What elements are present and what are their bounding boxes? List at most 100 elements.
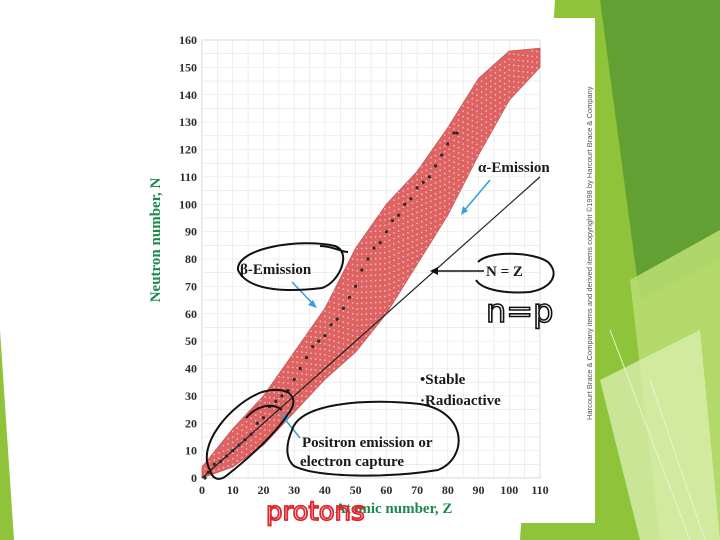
radioactive-nuclide (430, 227, 432, 230)
radioactive-nuclide (448, 197, 451, 200)
radioactive-nuclide (245, 431, 248, 434)
radioactive-nuclide (347, 278, 349, 281)
radioactive-nuclide (319, 348, 321, 350)
radioactive-nuclide (365, 236, 368, 239)
radioactive-nuclide (494, 115, 497, 118)
radioactive-nuclide (361, 247, 363, 250)
radioactive-nuclide (342, 310, 345, 312)
radioactive-nuclide (517, 70, 520, 72)
radioactive-nuclide (365, 253, 368, 255)
radioactive-nuclide (273, 408, 275, 410)
radioactive-nuclide (499, 96, 501, 99)
radioactive-nuclide (287, 382, 289, 384)
radioactive-nuclide (513, 59, 515, 61)
radioactive-nuclide (439, 147, 441, 149)
radioactive-nuclide (416, 178, 418, 181)
radioactive-nuclide (351, 329, 354, 331)
radioactive-nuclide (485, 99, 487, 101)
radioactive-nuclide (471, 141, 474, 144)
stable-point (206, 470, 210, 475)
radioactive-nuclide (448, 186, 451, 189)
radioactive-nuclide (351, 345, 354, 348)
radioactive-nuclide (393, 226, 395, 229)
radioactive-nuclide (457, 185, 460, 187)
radioactive-nuclide (402, 212, 404, 214)
stable-point (261, 416, 266, 420)
n-equals-z-circle-ink (475, 252, 555, 294)
radioactive-nuclide (430, 238, 432, 241)
radioactive-nuclide (208, 466, 211, 468)
radioactive-nuclide (448, 126, 451, 129)
radioactive-nuclide (305, 351, 308, 354)
radioactive-nuclide (361, 242, 363, 244)
radioactive-nuclide (218, 457, 220, 459)
radioactive-nuclide (236, 449, 239, 451)
radioactive-nuclide (508, 85, 510, 88)
radioactive-nuclide (480, 140, 483, 142)
radioactive-nuclide (333, 345, 335, 348)
radioactive-nuclide (204, 467, 206, 470)
radioactive-nuclide (310, 363, 312, 365)
radioactive-nuclide (425, 240, 428, 243)
radioactive-nuclide (467, 150, 469, 153)
radioactive-nuclide (361, 308, 363, 310)
radioactive-nuclide (370, 241, 372, 244)
radioactive-nuclide (388, 234, 391, 236)
radioactive-nuclide (471, 92, 474, 94)
radioactive-nuclide (416, 206, 418, 208)
radioactive-nuclide (448, 175, 451, 178)
radioactive-nuclide (430, 184, 432, 186)
radioactive-nuclide (333, 324, 335, 326)
radioactive-nuclide (379, 219, 381, 221)
radioactive-nuclide (278, 397, 280, 400)
radioactive-nuclide (374, 290, 377, 293)
radioactive-nuclide (374, 258, 377, 260)
radioactive-nuclide (342, 288, 345, 290)
radioactive-nuclide (338, 325, 340, 327)
radioactive-nuclide (250, 417, 252, 420)
radioactive-nuclide (402, 201, 404, 203)
radioactive-nuclide (421, 198, 423, 201)
stable-point (237, 443, 241, 447)
radioactive-nuclide (517, 75, 520, 78)
radioactive-nuclide (485, 115, 487, 118)
radioactive-nuclide (384, 312, 386, 314)
radioactive-nuclide (467, 134, 469, 136)
radioactive-nuclide (467, 117, 469, 120)
radioactive-nuclide (287, 371, 289, 374)
radioactive-nuclide (388, 217, 391, 220)
radioactive-nuclide (388, 245, 391, 247)
radioactive-nuclide (402, 190, 404, 192)
stable-point (218, 459, 223, 464)
radioactive-nuclide (268, 407, 271, 410)
stable-point (409, 197, 413, 201)
radioactive-nuclide (278, 376, 280, 378)
radioactive-nuclide (439, 191, 441, 193)
radioactive-nuclide (402, 261, 404, 263)
radioactive-nuclide (305, 368, 308, 370)
radioactive-nuclide (222, 444, 225, 447)
radioactive-nuclide (503, 83, 506, 85)
radioactive-nuclide (342, 293, 345, 296)
radioactive-nuclide (467, 156, 469, 158)
stable-point (304, 355, 309, 360)
y-tick-label: 90 (185, 225, 197, 239)
radioactive-nuclide (393, 199, 395, 201)
radioactive-nuclide (213, 470, 215, 472)
radioactive-nuclide (287, 409, 289, 412)
radioactive-nuclide (430, 189, 432, 191)
radioactive-nuclide (503, 66, 506, 69)
radioactive-nuclide (384, 224, 386, 227)
radioactive-nuclide (480, 146, 483, 148)
radioactive-nuclide (351, 269, 354, 271)
stable-point (335, 317, 339, 321)
stable-point (298, 366, 302, 371)
radioactive-nuclide (301, 351, 303, 353)
radioactive-nuclide (448, 170, 451, 172)
radioactive-nuclide (365, 269, 368, 271)
radioactive-nuclide (268, 418, 271, 421)
stable-point (341, 306, 345, 310)
radioactive-nuclide (361, 330, 363, 332)
radioactive-nuclide (467, 101, 469, 103)
x-tick-label: 50 (350, 483, 362, 497)
